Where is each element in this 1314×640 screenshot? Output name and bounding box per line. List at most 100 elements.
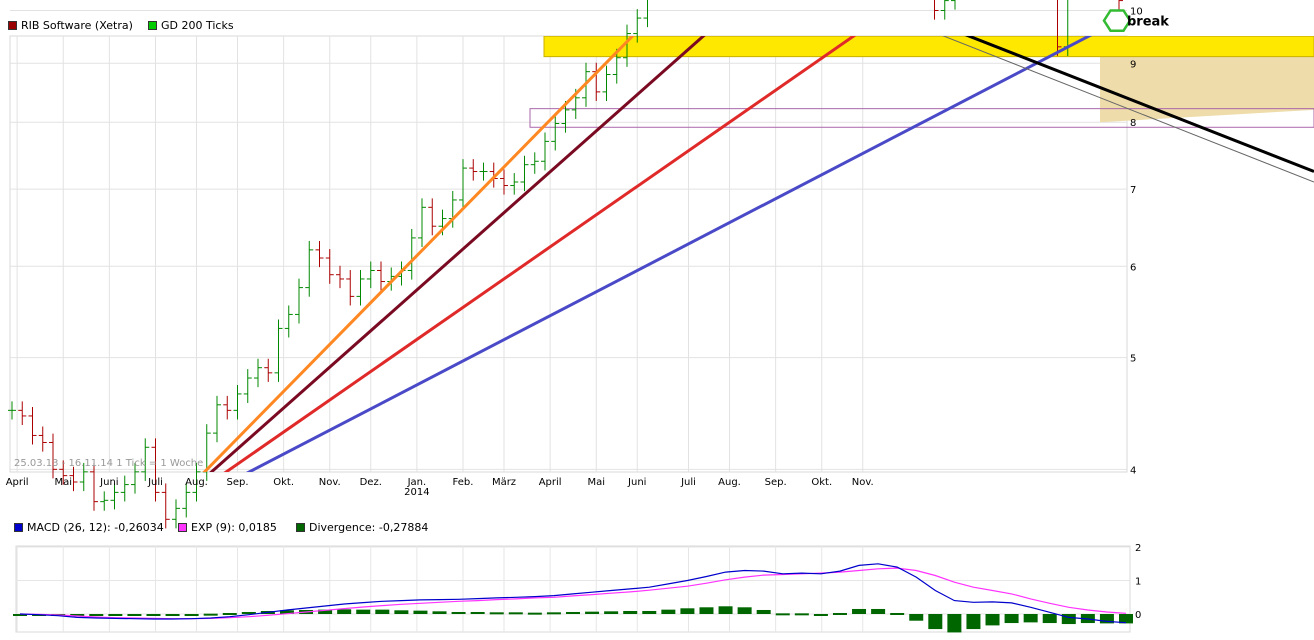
legend-swatch-gd200 xyxy=(148,21,157,30)
legend-label-price: RIB Software (Xetra) xyxy=(21,19,133,32)
macd-plot-frame xyxy=(15,545,1131,633)
ohlc-bar xyxy=(530,152,539,174)
ohlc-bar xyxy=(172,499,180,529)
ohlc-bar xyxy=(223,395,232,420)
macd-y-tick-label: 1 xyxy=(1135,577,1141,588)
ohlc-bar xyxy=(459,159,467,210)
ohlc-bar xyxy=(602,65,611,101)
channel-line-upper-thin xyxy=(820,0,1314,6)
y-tick-label: 5 xyxy=(1130,354,1136,365)
ohlc-bar xyxy=(90,462,98,511)
x-tick-label: Aug. xyxy=(185,477,208,488)
x-tick-label: Juli xyxy=(147,477,163,488)
divergence-bar xyxy=(318,609,333,614)
divergence-bar xyxy=(794,613,809,616)
ohlc-bar xyxy=(336,265,344,289)
x-tick-label: Sep. xyxy=(765,477,787,488)
ohlc-bar xyxy=(418,198,426,247)
ohlc-bar xyxy=(274,319,283,382)
divergence-bar xyxy=(966,614,981,630)
divergence-bar xyxy=(1042,614,1057,624)
divergence-bar xyxy=(718,606,733,614)
ohlc-bar xyxy=(428,198,437,236)
ohlc-bar xyxy=(407,228,416,280)
x-tick-label: Jan. xyxy=(407,477,427,488)
legend-label-exp: EXP (9): 0,0185 xyxy=(191,521,277,534)
divergence-bar xyxy=(699,607,714,614)
divergence-bar xyxy=(947,614,962,633)
divergence-bar xyxy=(661,609,676,614)
legend-item-exp: EXP (9): 0,0185 xyxy=(178,521,277,534)
divergence-bar xyxy=(375,609,390,614)
legend-swatch-macd xyxy=(14,523,23,532)
divergence-bar xyxy=(489,612,504,615)
break-label: break xyxy=(1127,15,1169,30)
ohlc-bar xyxy=(500,169,508,195)
divergence-bar xyxy=(928,614,943,630)
support-zone xyxy=(1100,54,1314,123)
ohlc-bar xyxy=(940,0,949,20)
fan-line-orange xyxy=(202,36,635,472)
ohlc-bar xyxy=(469,159,478,181)
divergence-bar xyxy=(203,613,218,616)
ohlc-bar xyxy=(623,24,631,67)
ohlc-bar xyxy=(213,395,221,443)
y-tick-label: 10 xyxy=(1130,7,1143,18)
divergence-bar xyxy=(604,611,619,614)
ohlc-bar xyxy=(161,483,170,529)
divergence-bar xyxy=(566,611,580,614)
x-tick-label: Nov. xyxy=(852,477,874,488)
divergence-bar xyxy=(680,608,695,614)
support-band-yellow xyxy=(543,36,1314,58)
divergence-bar xyxy=(70,614,85,616)
x-tick-label: Dez. xyxy=(360,477,382,488)
fan-line-maroon xyxy=(209,36,706,472)
divergence-bar xyxy=(356,609,371,614)
divergence-bar xyxy=(508,612,523,615)
legend-label-gd200: GD 200 Ticks xyxy=(161,19,234,32)
ohlc-bar xyxy=(243,369,252,404)
ohlc-bar xyxy=(18,401,27,426)
divergence-bar xyxy=(127,614,142,616)
x-tick-label: April xyxy=(6,477,29,488)
ohlc-bar xyxy=(1057,0,1062,56)
x-tick-label: Okt. xyxy=(273,477,294,488)
y-tick-label: 6 xyxy=(1130,262,1136,273)
ohlc-bar xyxy=(141,438,150,481)
legend-swatch-exp xyxy=(178,523,187,532)
year-label: 2014 xyxy=(404,487,429,498)
ohlc-bar xyxy=(120,475,129,502)
ohlc-bar xyxy=(295,278,303,324)
y-tick-label: 9 xyxy=(1130,59,1136,70)
legend-label-macd: MACD (26, 12): -0,26034 xyxy=(27,521,164,534)
legend-label-divergence: Divergence: -0,27884 xyxy=(309,521,429,534)
ohlc-bar xyxy=(8,401,16,420)
divergence-bar xyxy=(146,614,161,616)
ohlc-bar xyxy=(100,491,109,511)
ohlc-bar xyxy=(110,483,119,510)
x-tick-label: Mai xyxy=(54,477,72,488)
ohlc-bar xyxy=(38,426,47,452)
divergence-bar xyxy=(222,612,237,615)
divergence-bar xyxy=(1004,614,1019,624)
divergence-bar xyxy=(775,613,790,616)
legend-item-price: RIB Software (Xetra) xyxy=(8,19,133,32)
ohlc-bar xyxy=(510,173,519,195)
channel-line-lower-thin xyxy=(942,36,1314,183)
x-tick-label: Aug. xyxy=(718,477,741,488)
ohlc-bar xyxy=(346,270,355,306)
ohlc-bar xyxy=(366,261,375,289)
x-tick-label: Juni xyxy=(627,477,646,488)
channel-line-lower xyxy=(964,36,1314,173)
divergence-bar xyxy=(470,611,485,614)
ohlc-bar xyxy=(325,249,334,284)
ohlc-bar xyxy=(356,270,365,306)
break-marker-icon xyxy=(1102,9,1132,32)
divergence-bar xyxy=(165,614,180,616)
ohlc-bar xyxy=(284,305,293,338)
ohlc-bar xyxy=(643,0,648,28)
ohlc-bar xyxy=(479,162,488,181)
legend-swatch-divergence xyxy=(296,523,305,532)
legend-item-divergence: Divergence: -0,27884 xyxy=(296,521,428,534)
